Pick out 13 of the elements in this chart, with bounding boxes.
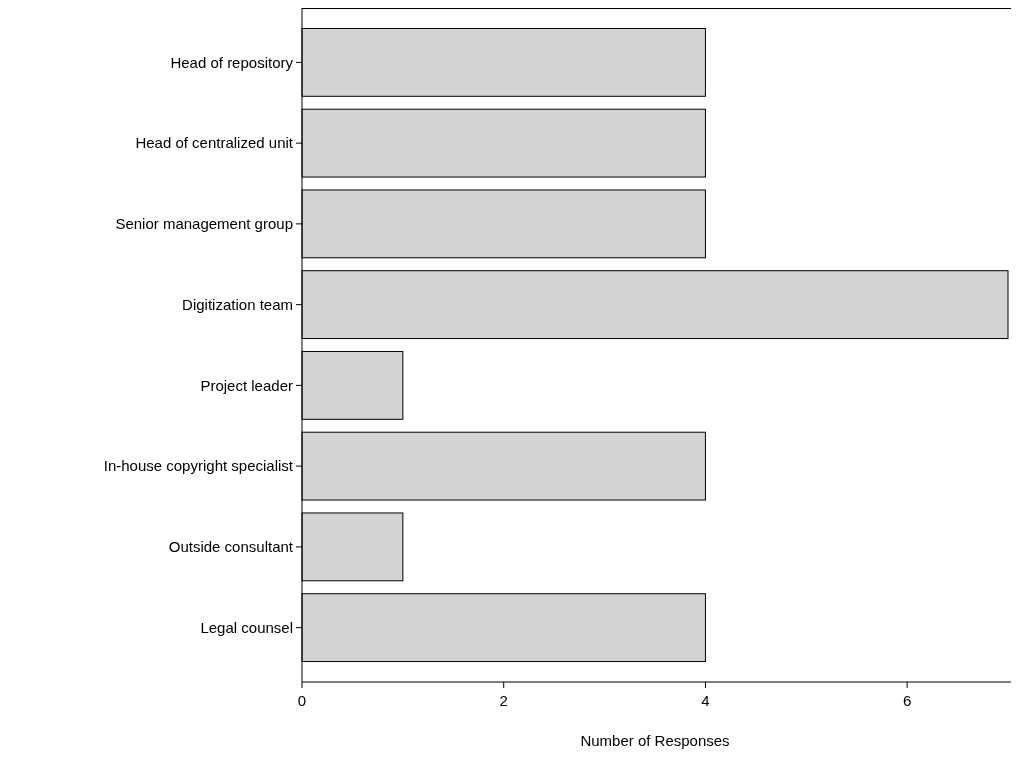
x-tick-label: 0 bbox=[297, 692, 307, 709]
y-tick-label: In-house copyright specialist bbox=[103, 457, 294, 475]
y-tick-label: Outside consultant bbox=[168, 538, 294, 556]
y-tick-label: Legal counsel bbox=[200, 618, 293, 636]
x-tick-label: 2 bbox=[499, 692, 508, 709]
y-tick-label: Digitization team bbox=[182, 295, 293, 313]
y-tick-label: Head of centralized unit bbox=[135, 134, 294, 152]
x-tick-label: 4 bbox=[701, 692, 710, 709]
x-tick-label: 6 bbox=[902, 692, 912, 709]
y-tick-label: Senior management group bbox=[115, 215, 293, 233]
y-tick-label: Project leader bbox=[200, 376, 293, 394]
x-axis-title: Number of Responses bbox=[580, 732, 730, 749]
y-tick-label: Head of repository bbox=[170, 53, 294, 71]
